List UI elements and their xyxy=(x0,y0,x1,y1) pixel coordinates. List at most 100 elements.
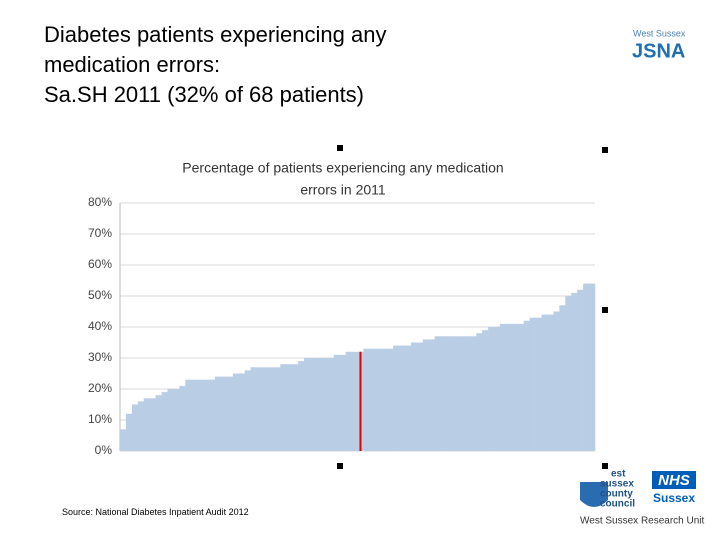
logo-text: Sussex xyxy=(653,491,695,505)
handle xyxy=(602,307,608,313)
bar xyxy=(381,348,388,451)
bar xyxy=(399,345,406,451)
y-tick-label: 20% xyxy=(88,381,112,395)
logo-text: NHS xyxy=(658,472,690,489)
bar xyxy=(428,339,435,451)
bar xyxy=(161,392,168,451)
logo-text: county xyxy=(600,489,633,500)
bar xyxy=(410,342,418,451)
bar xyxy=(505,323,513,451)
y-tick-label: 80% xyxy=(88,195,112,209)
bar xyxy=(179,385,186,451)
chart-title: errors in 2011 xyxy=(300,182,386,198)
bar xyxy=(583,283,590,451)
bar xyxy=(446,336,453,451)
bar xyxy=(422,339,430,451)
bar xyxy=(333,354,340,451)
logo-text: council xyxy=(600,499,635,510)
bar xyxy=(405,345,412,451)
bar xyxy=(565,296,572,451)
handle xyxy=(602,147,608,153)
bar xyxy=(274,367,281,451)
y-tick-label: 40% xyxy=(88,319,112,333)
bar xyxy=(191,379,198,451)
y-tick-label: 60% xyxy=(88,257,112,271)
bar xyxy=(535,317,542,451)
bar xyxy=(464,336,471,451)
bar xyxy=(577,289,584,451)
bar xyxy=(363,348,370,451)
bar xyxy=(149,398,156,451)
bar xyxy=(315,358,323,451)
bar xyxy=(262,367,269,451)
council-crest xyxy=(580,482,608,507)
bar xyxy=(155,395,162,451)
bar xyxy=(220,376,228,451)
bar xyxy=(541,314,548,451)
bar xyxy=(500,323,507,451)
bar xyxy=(120,429,127,451)
y-tick-label: 50% xyxy=(88,288,112,302)
bar xyxy=(197,379,204,451)
bar xyxy=(209,379,216,451)
source-note: Source: National Diabetes Inpatient Audi… xyxy=(62,507,249,517)
bar xyxy=(452,336,459,451)
title-line: Diabetes patients experiencing any xyxy=(44,22,387,47)
bar xyxy=(351,351,358,451)
bar xyxy=(494,327,501,451)
logo-text: West Sussex xyxy=(633,28,686,38)
bar xyxy=(416,342,424,451)
bar xyxy=(137,401,145,451)
bar xyxy=(256,367,263,451)
bar xyxy=(250,367,257,451)
bar xyxy=(203,379,210,451)
bar xyxy=(559,305,566,451)
bar xyxy=(571,292,578,451)
bar xyxy=(375,348,382,451)
bar xyxy=(476,333,483,451)
logo-text: West Sussex Research Unit xyxy=(580,516,705,527)
logo-text: sussex xyxy=(600,479,634,490)
bar xyxy=(482,330,489,451)
bar xyxy=(511,323,519,451)
bar xyxy=(553,311,560,451)
bar xyxy=(523,320,530,451)
handle xyxy=(337,463,343,469)
bar xyxy=(440,336,447,451)
bar xyxy=(131,404,139,451)
logo-text: JSNA xyxy=(632,40,685,62)
title-line: Sa.SH 2011 (32% of 68 patients) xyxy=(44,82,365,107)
bar xyxy=(125,413,133,451)
bar xyxy=(310,358,317,451)
bar xyxy=(393,345,400,451)
bar xyxy=(280,364,287,451)
nhs-box xyxy=(652,471,696,489)
bar xyxy=(232,373,240,451)
y-tick-label: 70% xyxy=(88,226,112,240)
bar xyxy=(369,348,376,451)
bar xyxy=(173,389,180,451)
slide-title: Diabetes patients experiencing any medic… xyxy=(44,20,386,110)
bar xyxy=(589,283,596,451)
bar xyxy=(470,336,477,451)
bar xyxy=(238,373,245,451)
bar xyxy=(529,317,536,451)
bar xyxy=(167,389,174,451)
bar xyxy=(339,354,346,451)
y-tick-label: 10% xyxy=(88,412,112,426)
handle xyxy=(337,145,343,151)
bar xyxy=(387,348,394,451)
bar xyxy=(292,364,299,451)
bar xyxy=(321,358,329,451)
y-tick-label: 0% xyxy=(95,443,113,457)
bar xyxy=(298,361,305,451)
bar xyxy=(304,358,311,451)
bar xyxy=(488,327,495,451)
bar xyxy=(143,398,150,451)
title-line: medication errors: xyxy=(44,52,221,77)
bar xyxy=(286,364,293,451)
bar xyxy=(268,367,275,451)
bar xyxy=(215,376,222,451)
logo-text: est xyxy=(611,469,626,480)
bar xyxy=(517,323,525,451)
